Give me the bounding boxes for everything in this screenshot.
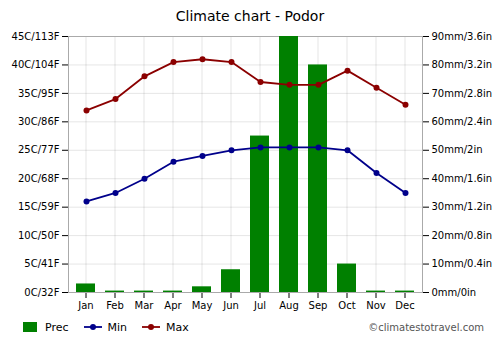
svg-text:5C/41F: 5C/41F (24, 258, 59, 269)
svg-text:50mm/2in: 50mm/2in (432, 144, 483, 155)
svg-text:Mar: Mar (135, 300, 155, 311)
svg-text:Sep: Sep (309, 300, 328, 311)
svg-text:Dec: Dec (395, 300, 414, 311)
html-text:Prec: Prec (45, 320, 69, 334)
svg-text:Jul: Jul (253, 300, 266, 311)
svg-text:10C/50F: 10C/50F (18, 230, 60, 241)
svg-text:Apr: Apr (164, 300, 182, 311)
svg-text:30C/86F: 30C/86F (18, 116, 60, 127)
html-text:Min: Min (107, 320, 128, 334)
svg-text:20mm/0.8in: 20mm/0.8in (432, 230, 493, 241)
html-text:Max: Max (166, 320, 189, 334)
svg-text:Feb: Feb (106, 300, 124, 311)
svg-text:Jun: Jun (222, 300, 239, 311)
svg-text:May: May (192, 300, 213, 311)
svg-text:20C/68F: 20C/68F (18, 173, 60, 184)
svg-text:Aug: Aug (279, 300, 299, 311)
svg-text:70mm/2.8in: 70mm/2.8in (432, 88, 493, 99)
svg-text:30mm/1.2in: 30mm/1.2in (432, 201, 493, 212)
html-text:©climatestotravel.com: ©climatestotravel.com (368, 321, 484, 333)
svg-text:40C/104F: 40C/104F (12, 59, 60, 70)
svg-text:90mm/3.6in: 90mm/3.6in (432, 31, 493, 42)
svg-text:Oct: Oct (338, 300, 355, 311)
svg-text:Jan: Jan (77, 300, 93, 311)
svg-text:80mm/3.2in: 80mm/3.2in (432, 59, 493, 70)
svg-text:15C/59F: 15C/59F (18, 201, 60, 212)
svg-text:10mm/0.4in: 10mm/0.4in (432, 258, 493, 269)
html-text:Climate chart - Podor: Climate chart - Podor (175, 8, 325, 24)
svg-text:45C/113F: 45C/113F (12, 31, 60, 42)
svg-text:0mm/0in: 0mm/0in (432, 287, 477, 298)
svg-text:25C/77F: 25C/77F (18, 144, 60, 155)
svg-text:35C/95F: 35C/95F (18, 88, 60, 99)
svg-text:40mm/1.6in: 40mm/1.6in (432, 173, 493, 184)
svg-text:60mm/2.4in: 60mm/2.4in (432, 116, 493, 127)
svg-text:Nov: Nov (366, 300, 386, 311)
svg-text:0C/32F: 0C/32F (24, 287, 59, 298)
